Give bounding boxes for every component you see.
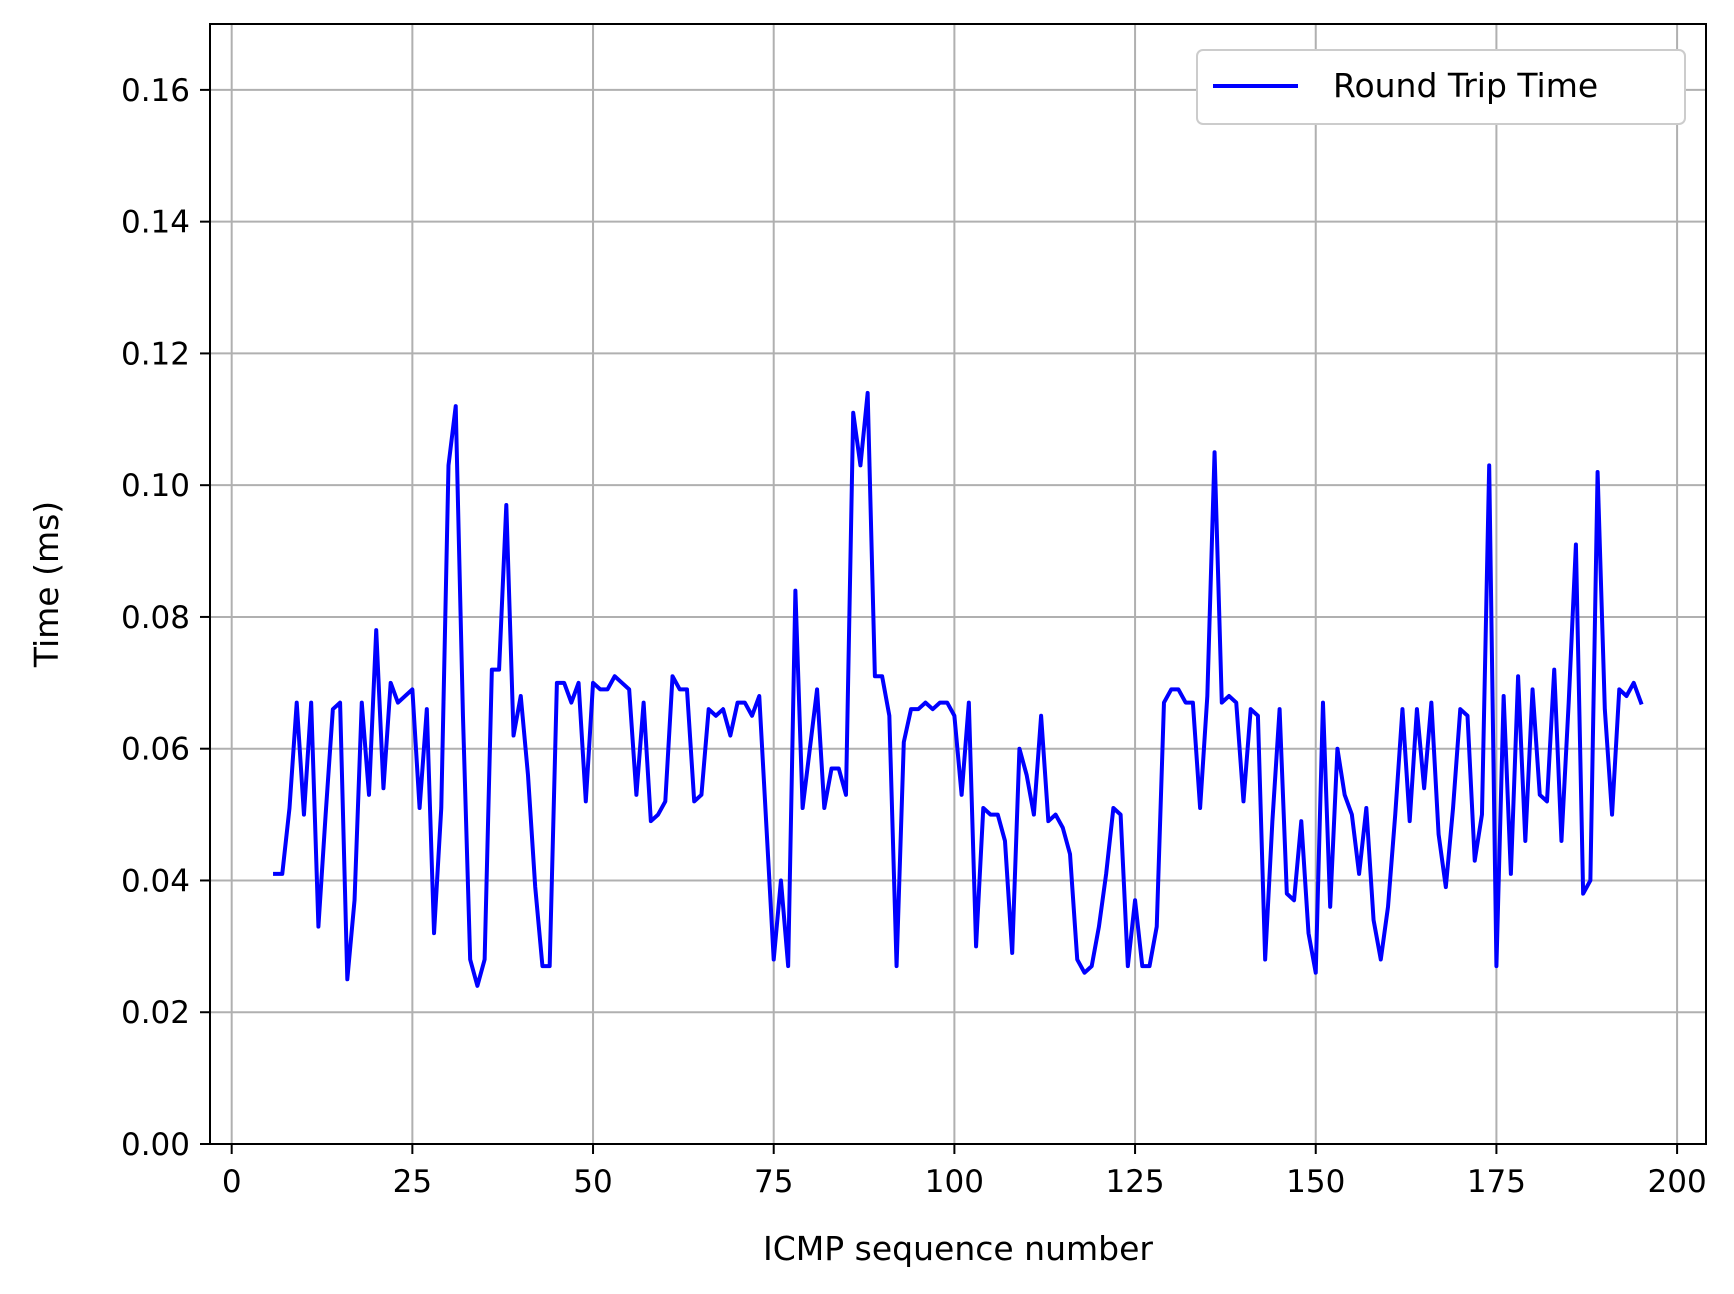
y-tick-label: 0.04 [121,863,190,899]
x-tick-label: 25 [393,1164,432,1200]
x-axis-label: ICMP sequence number [763,1229,1153,1268]
x-axis: 0 25 50 75 100 125 150 175 200 [222,1144,1707,1200]
x-tick-label: 125 [1105,1164,1164,1200]
legend: Round Trip Time [1196,49,1686,125]
y-tick-label: 0.14 [121,205,190,241]
y-axis: 0.00 0.02 0.04 0.06 0.08 0.10 0.12 0.14 0.16 [121,73,210,1163]
y-tick-label: 0.02 [121,995,190,1031]
x-tick-label: 0 [222,1164,242,1200]
x-tick-label: 75 [754,1164,793,1200]
y-axis-label: Time (ms) [27,501,66,668]
x-tick-label: 100 [925,1164,984,1200]
grid-lines [210,24,1706,1145]
x-tick-label: 175 [1467,1164,1526,1200]
legend-box [1196,49,1686,125]
y-tick-label: 0.08 [121,600,190,636]
y-tick-label: 0.16 [121,73,190,109]
y-tick-label: 0.06 [121,732,190,768]
series-lines [273,390,1644,988]
y-tick-label: 0.00 [121,1127,190,1163]
x-tick-label: 50 [573,1164,612,1200]
series-line-round-trip-time [273,390,1644,988]
x-tick-label: 150 [1286,1164,1345,1200]
y-tick-label: 0.10 [121,468,190,504]
plot-frame [209,23,1707,1145]
y-tick-label: 0.12 [121,336,190,372]
x-tick-label: 200 [1648,1164,1707,1200]
legend-label: Round Trip Time [1333,66,1598,105]
